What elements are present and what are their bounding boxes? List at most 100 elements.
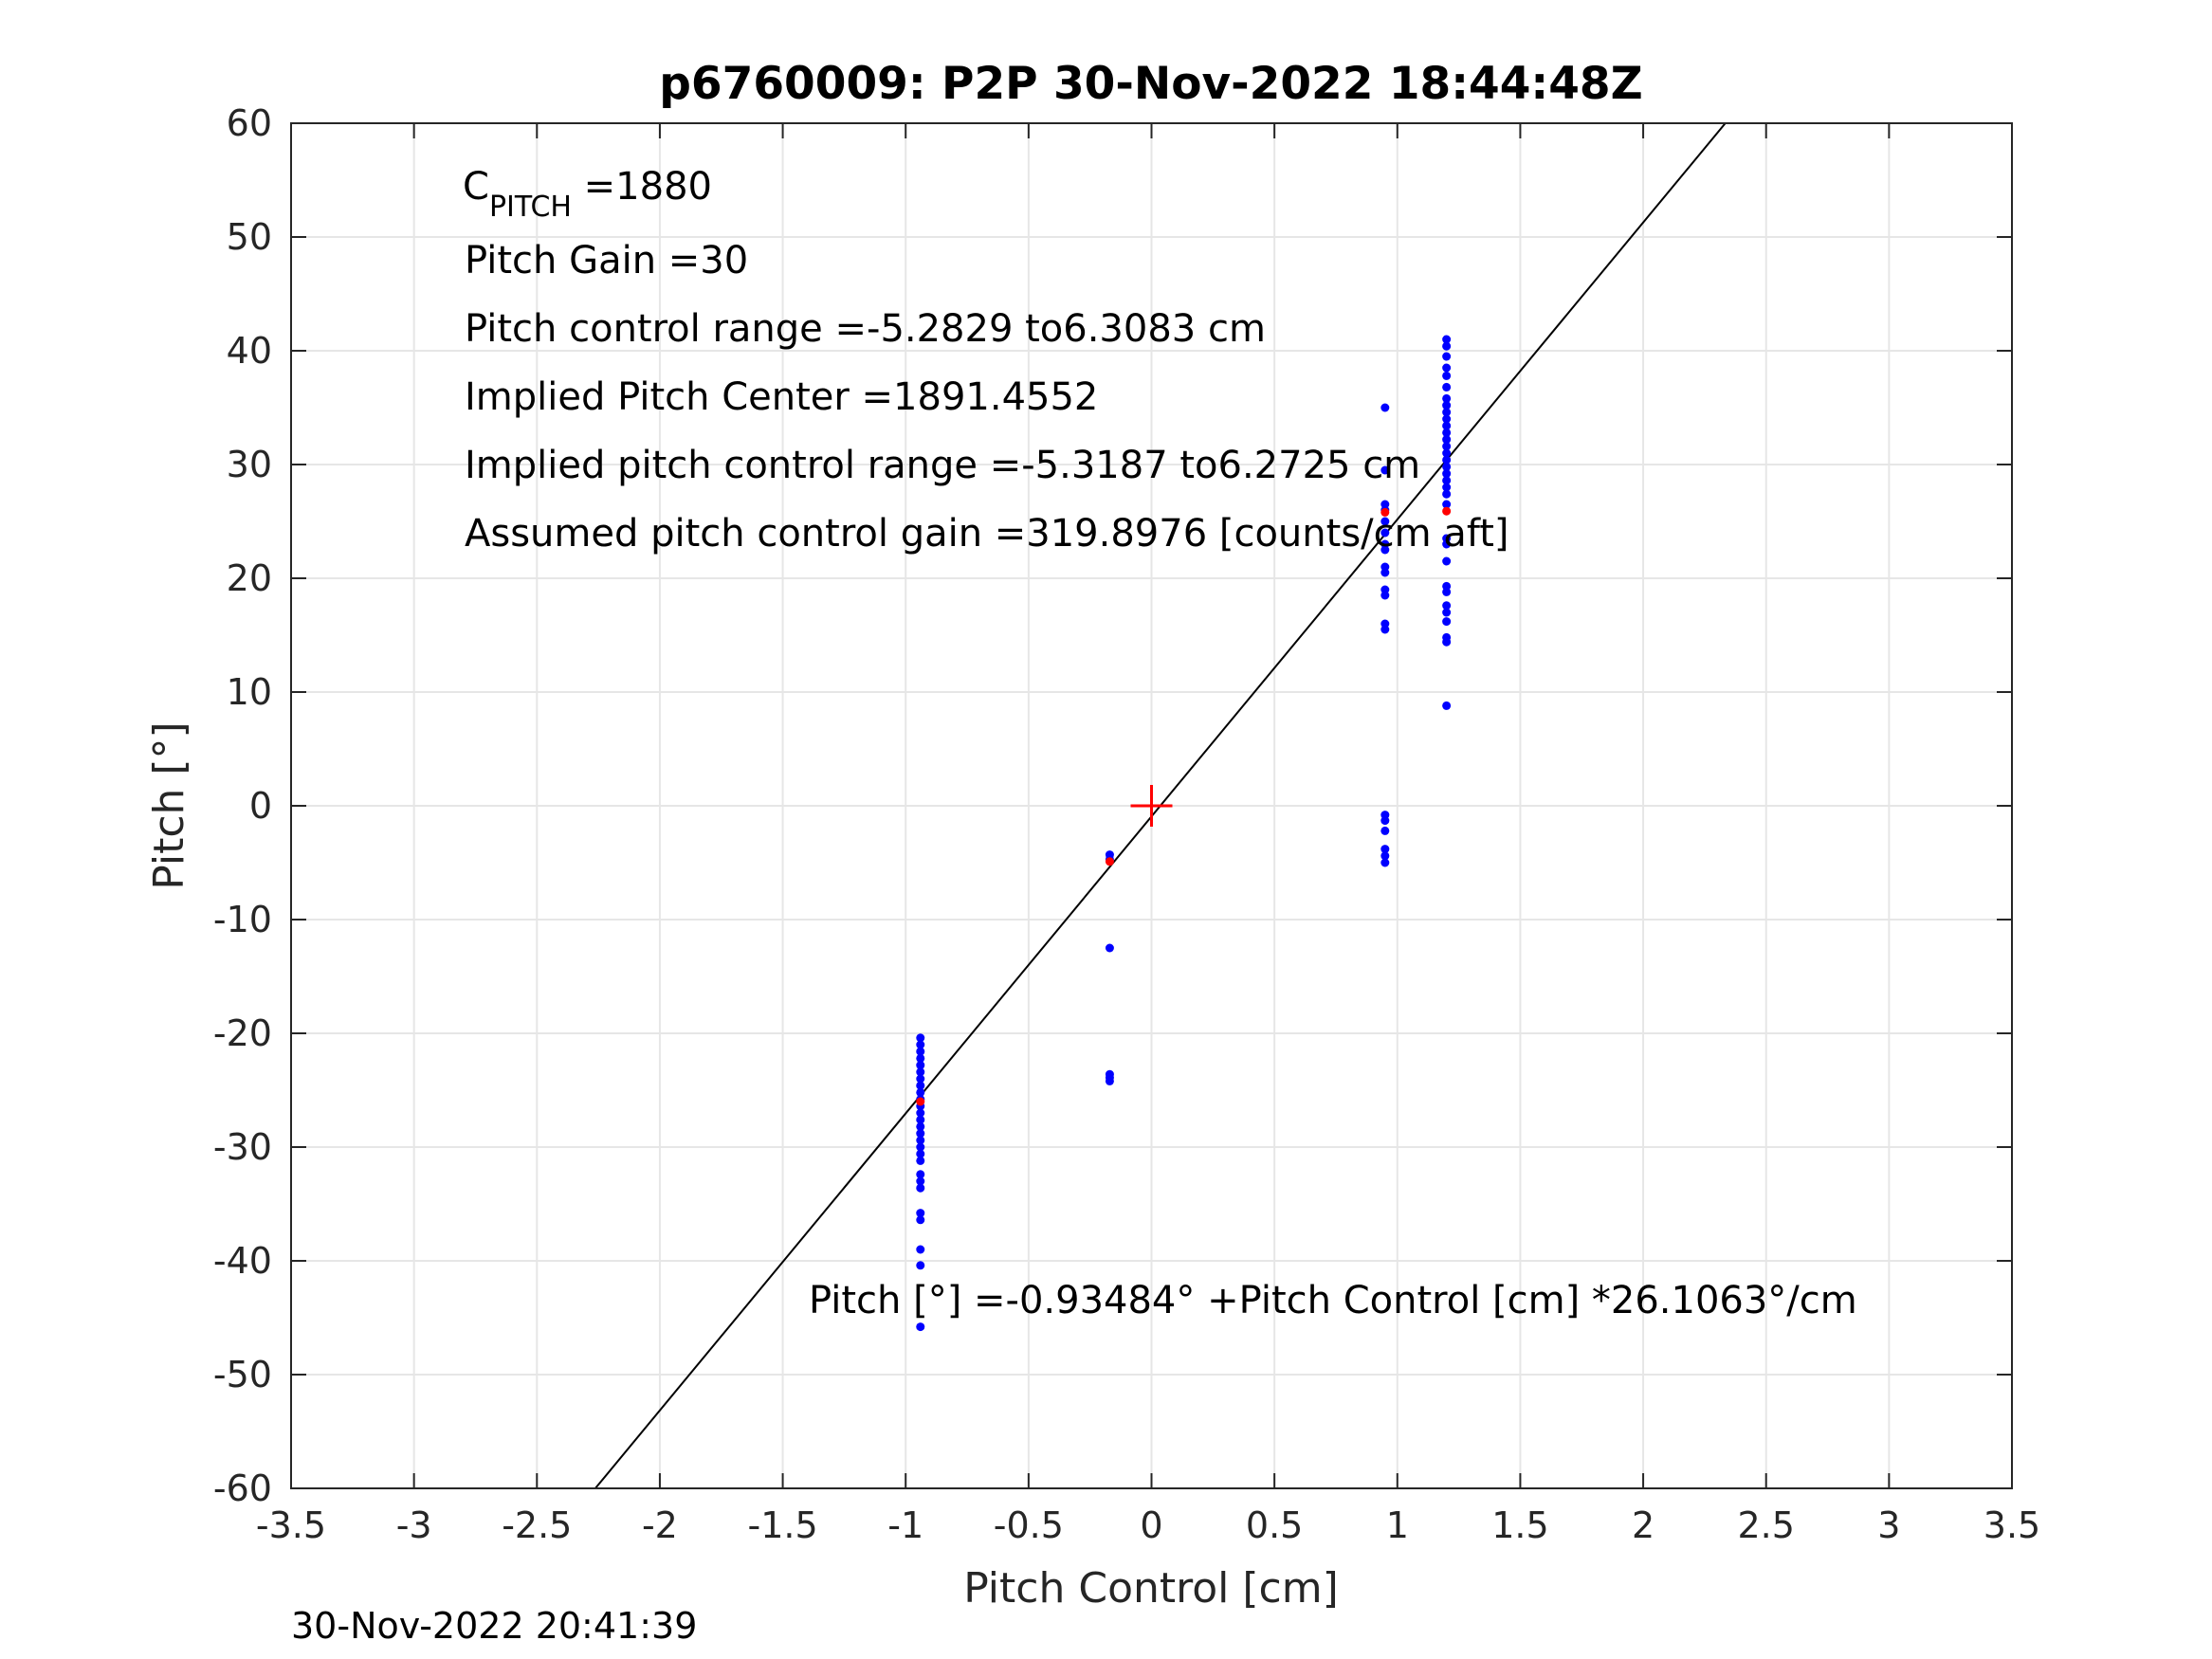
y-tick-label: 60 bbox=[227, 102, 272, 144]
c-pitch-value: =1880 bbox=[572, 165, 712, 209]
blue-data-point bbox=[1442, 556, 1452, 566]
blue-data-point bbox=[1442, 421, 1452, 430]
blue-data-point bbox=[1380, 591, 1390, 600]
blue-data-point bbox=[1380, 625, 1390, 634]
blue-data-point bbox=[916, 1087, 925, 1097]
blue-data-point bbox=[1380, 545, 1390, 555]
blue-data-point bbox=[1442, 539, 1452, 549]
blue-data-point bbox=[1442, 617, 1452, 627]
blue-data-point bbox=[916, 1322, 925, 1332]
blue-data-point bbox=[1442, 442, 1452, 451]
x-tick-label: 3.5 bbox=[1983, 1504, 2040, 1546]
x-tick-label: -2.5 bbox=[502, 1504, 572, 1546]
red-data-point bbox=[916, 1097, 925, 1106]
x-tick-label: -1.5 bbox=[747, 1504, 817, 1546]
y-tick-label: 50 bbox=[227, 216, 272, 258]
blue-data-point bbox=[1380, 826, 1390, 835]
x-tick-label: 2.5 bbox=[1737, 1504, 1794, 1546]
x-tick-label: -0.5 bbox=[994, 1504, 1064, 1546]
blue-data-point bbox=[1380, 403, 1390, 412]
implied-center-annotation: Implied Pitch Center =1891.4552 bbox=[465, 375, 1098, 419]
x-tick-label: 0.5 bbox=[1246, 1504, 1303, 1546]
blue-data-point bbox=[1380, 528, 1390, 538]
blue-data-point bbox=[1442, 608, 1452, 617]
x-tick-label: -1 bbox=[887, 1504, 923, 1546]
red-data-point bbox=[1105, 857, 1114, 866]
blue-data-point bbox=[916, 1156, 925, 1165]
blue-data-point bbox=[916, 1033, 925, 1043]
blue-data-point bbox=[916, 1129, 925, 1139]
blue-data-point bbox=[1442, 371, 1452, 380]
blue-data-point bbox=[916, 1053, 925, 1063]
blue-data-point bbox=[1442, 414, 1452, 424]
blue-data-point bbox=[1442, 408, 1452, 417]
blue-data-point bbox=[1442, 363, 1452, 373]
blue-data-point bbox=[1442, 469, 1452, 479]
blue-data-point bbox=[916, 1067, 925, 1077]
blue-data-point bbox=[916, 1136, 925, 1145]
blue-data-point bbox=[1442, 352, 1452, 361]
blue-data-point bbox=[1380, 465, 1390, 475]
y-tick-label: -20 bbox=[213, 1012, 272, 1054]
blue-data-point bbox=[1442, 500, 1452, 509]
blue-data-point bbox=[916, 1115, 925, 1124]
blue-data-point bbox=[1442, 335, 1452, 344]
fit-equation-annotation: Pitch [°] =-0.93484° +Pitch Control [cm]… bbox=[809, 1279, 1857, 1322]
implied-range-annotation: Implied pitch control range =-5.3187 to6… bbox=[465, 444, 1420, 487]
blue-data-point bbox=[1105, 943, 1114, 953]
blue-data-point bbox=[916, 1183, 925, 1193]
blue-data-point bbox=[916, 1170, 925, 1179]
blue-data-point bbox=[1380, 517, 1390, 526]
blue-data-point bbox=[1442, 483, 1452, 492]
c-pitch-subscript: PITCH bbox=[489, 191, 572, 224]
y-tick-label: -50 bbox=[213, 1354, 272, 1395]
blue-data-point bbox=[1380, 568, 1390, 577]
blue-data-point bbox=[916, 1215, 925, 1225]
y-tick-label: 10 bbox=[227, 671, 272, 713]
x-tick-label: -2 bbox=[642, 1504, 678, 1546]
y-tick-labels: 60 50 40 30 20 10 0 -10 -20 -30 -40 -50 -60 bbox=[213, 102, 272, 1509]
x-tick-label: 2 bbox=[1632, 1504, 1654, 1546]
footer-timestamp: 30-Nov-2022 20:41:39 bbox=[291, 1605, 697, 1647]
x-tick-label: -3.5 bbox=[256, 1504, 326, 1546]
blue-data-point bbox=[1442, 587, 1452, 596]
blue-data-point bbox=[1442, 476, 1452, 485]
assumed-gain-annotation: Assumed pitch control gain =319.8976 [co… bbox=[465, 512, 1508, 556]
blue-data-point bbox=[1442, 428, 1452, 437]
blue-data-point bbox=[1442, 341, 1452, 351]
y-tick-label: 0 bbox=[249, 785, 272, 827]
blue-data-point bbox=[916, 1108, 925, 1118]
blue-data-point bbox=[916, 1081, 925, 1090]
blue-data-point bbox=[916, 1074, 925, 1084]
y-tick-label: 30 bbox=[227, 444, 272, 485]
control-range-annotation: Pitch control range =-5.2829 to6.3083 cm bbox=[465, 307, 1266, 351]
x-tick-labels: -3.5 -3 -2.5 -2 -1.5 -1 -0.5 0 0.5 1 1.5 2 2.5 3 3.5 bbox=[256, 1504, 2040, 1546]
c-pitch-main: C bbox=[463, 165, 489, 209]
chart-title: p6760009: P2P 30-Nov-2022 18:44:48Z bbox=[659, 58, 1642, 110]
blue-data-point bbox=[1380, 858, 1390, 867]
blue-data-point bbox=[1442, 601, 1452, 611]
axis-ticks bbox=[290, 122, 2013, 1489]
blue-data-point bbox=[916, 1061, 925, 1070]
x-tick-label: 0 bbox=[1140, 1504, 1162, 1546]
blue-data-point bbox=[1442, 637, 1452, 647]
blue-data-point bbox=[1442, 401, 1452, 410]
blue-data-point bbox=[1380, 845, 1390, 854]
blue-data-point bbox=[1442, 455, 1452, 465]
center-marker bbox=[1130, 785, 1173, 827]
blue-data-point bbox=[1442, 435, 1452, 445]
x-tick-label: 1 bbox=[1386, 1504, 1409, 1546]
y-tick-label: -10 bbox=[213, 899, 272, 940]
blue-data-point bbox=[916, 1176, 925, 1186]
y-tick-label: 40 bbox=[227, 330, 272, 372]
blue-data-point bbox=[1380, 816, 1390, 826]
blue-data-point bbox=[916, 1142, 925, 1152]
blue-data-point bbox=[1380, 851, 1390, 861]
blue-data-point bbox=[1442, 489, 1452, 499]
x-tick-label: 3 bbox=[1877, 1504, 1900, 1546]
data-points bbox=[916, 335, 1452, 1332]
blue-data-point bbox=[916, 1121, 925, 1131]
c-pitch-annotation: CPITCH =1880 bbox=[463, 165, 712, 224]
blue-data-point bbox=[1442, 382, 1452, 392]
